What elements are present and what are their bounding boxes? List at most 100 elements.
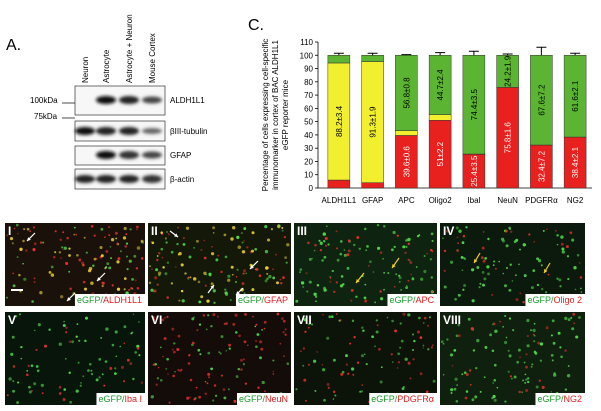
cell-dot — [244, 312, 247, 316]
cell-dot — [114, 330, 118, 334]
cell-dot — [33, 242, 37, 246]
cell-dot — [188, 255, 192, 259]
cell-dot — [197, 280, 201, 284]
cell-dot — [48, 271, 52, 274]
cell-dot — [264, 390, 266, 393]
cell-dot — [564, 349, 567, 352]
cell-dot — [213, 301, 216, 304]
cell-dot — [305, 399, 307, 402]
cell-dot — [503, 284, 508, 288]
panel-numeral: VIII — [443, 313, 461, 327]
bar-segment — [428, 114, 452, 121]
cell-dot — [227, 278, 231, 282]
cell-dot — [196, 329, 199, 332]
cell-dot — [382, 257, 385, 260]
cell-dot — [464, 396, 468, 400]
y-tick-label: 10 — [304, 171, 313, 180]
cell-dot — [213, 384, 217, 387]
cell-dot — [499, 320, 501, 323]
cell-dot — [319, 248, 323, 252]
band — [96, 175, 116, 183]
cell-dot — [351, 319, 355, 323]
cell-dot — [566, 255, 570, 258]
cell-dot — [105, 327, 109, 331]
caption-bg — [535, 393, 585, 405]
cell-dot — [535, 385, 539, 389]
cell-dot — [540, 264, 543, 267]
cell-dot — [186, 396, 190, 400]
caption-red: NG2 — [563, 394, 582, 404]
band — [119, 127, 139, 135]
cell-dot — [164, 272, 168, 276]
micrograph: IV eGFP/Oligo 2 — [440, 223, 585, 306]
cell-dot — [326, 383, 330, 386]
cell-dot — [150, 288, 154, 292]
cell-dot — [519, 292, 522, 295]
cell-dot — [126, 358, 130, 362]
value-label: 74.4±3.5 — [470, 89, 479, 121]
cell-dot — [383, 225, 386, 228]
cell-dot — [90, 369, 93, 372]
cell-dot — [323, 398, 326, 402]
cell-dot — [101, 284, 104, 288]
cell-dot — [259, 356, 262, 360]
cell-dot — [168, 401, 171, 404]
cell-dot — [33, 382, 37, 386]
cell-dot — [313, 292, 317, 296]
cell-dot — [155, 268, 159, 272]
cell-dot — [380, 297, 384, 301]
cell-dot — [191, 341, 195, 345]
cell-dot — [159, 346, 162, 349]
cell-dot — [223, 233, 227, 237]
cell-dot — [61, 246, 64, 249]
cell-dot — [508, 354, 512, 358]
cell-dot — [313, 249, 316, 252]
cell-dot — [493, 363, 497, 367]
cell-dot — [560, 242, 564, 246]
cell-dot — [125, 233, 128, 236]
cell-dot — [481, 271, 485, 274]
cell-dot — [284, 256, 287, 259]
cell-dot — [174, 371, 176, 373]
cell-dot — [565, 245, 569, 249]
cell-dot — [243, 340, 247, 344]
cell-dot — [26, 369, 29, 372]
cell-dot — [200, 295, 204, 299]
cell-dot — [510, 377, 513, 380]
cell-dot — [75, 233, 78, 236]
cell-dot — [116, 260, 120, 264]
cell-dot — [173, 342, 176, 345]
cell-dot — [12, 284, 16, 288]
caption-bg — [74, 294, 145, 306]
cell-dot — [207, 372, 211, 376]
x-tick-label: NeuN — [497, 196, 518, 205]
cell-dot — [50, 273, 55, 277]
cell-dot — [427, 324, 430, 327]
cell-dot — [339, 319, 342, 321]
cell-dot — [22, 239, 25, 243]
band — [96, 151, 116, 159]
cell-dot — [236, 268, 239, 271]
cell-dot — [415, 266, 418, 268]
panel-numeral: VII — [297, 313, 312, 327]
cell-dot — [75, 335, 78, 338]
arrow-head — [174, 233, 178, 237]
cell-dot — [462, 256, 466, 260]
cell-dot — [166, 231, 168, 233]
cell-dot — [409, 261, 413, 264]
cell-dot — [82, 280, 86, 284]
cell-dot — [554, 230, 557, 232]
cell-dot — [161, 256, 164, 259]
cell-dot — [76, 323, 79, 325]
cell-dot — [210, 282, 214, 286]
cell-dot — [333, 290, 336, 294]
x-tick-label: ALDH1L1 — [322, 196, 357, 205]
cell-dot — [229, 299, 232, 302]
cell-dot — [550, 391, 553, 393]
value-label: 44.7±2.4 — [436, 69, 445, 101]
cell-dot — [156, 255, 159, 257]
cell-dot — [272, 276, 276, 280]
cell-dot — [519, 356, 521, 359]
cell-dot — [463, 283, 467, 288]
cell-dot — [68, 254, 71, 257]
